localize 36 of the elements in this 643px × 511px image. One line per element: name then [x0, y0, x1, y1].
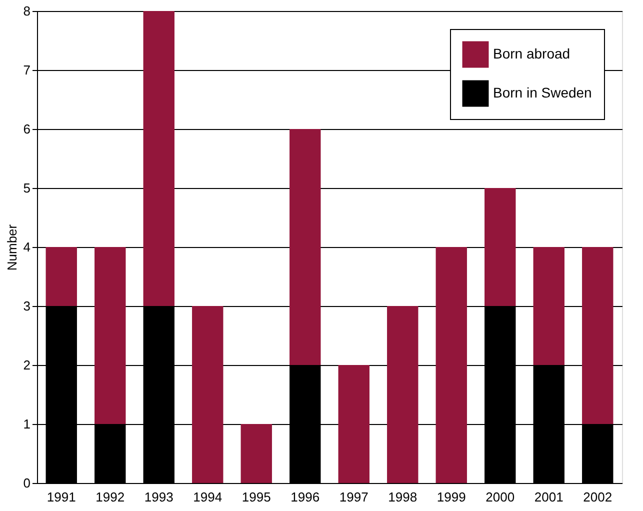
x-tick-label: 2001: [534, 490, 564, 504]
x-tick-label: 1998: [388, 490, 418, 504]
x-tick-label: 1995: [242, 490, 271, 504]
y-tick-label: 2: [23, 358, 30, 372]
bar: [484, 188, 516, 306]
bar: [240, 424, 272, 483]
x-tick-label: 1999: [436, 490, 466, 504]
x-tick-label: 1994: [193, 490, 222, 504]
legend-label: Born abroad: [493, 46, 570, 62]
y-tick-label: 0: [23, 476, 30, 490]
bar: [582, 247, 614, 424]
y-tick-label: 6: [23, 122, 30, 136]
x-tick-label: 1996: [290, 490, 320, 504]
legend-label: Born in Sweden: [493, 84, 592, 100]
bar: [46, 247, 77, 306]
x-tick-label: 2002: [583, 490, 612, 504]
y-tick-label: 1: [23, 416, 30, 432]
bar: [436, 247, 467, 483]
x-tick-label: 1991: [46, 490, 76, 504]
bar: [143, 11, 174, 306]
y-tick-label: 3: [23, 298, 30, 314]
bar: [533, 247, 564, 365]
y-tick-label: 4: [23, 240, 30, 254]
x-tick-label: 1992: [96, 490, 125, 504]
x-tick-label: 2000: [486, 490, 515, 504]
y-axis-title: Number: [4, 224, 20, 271]
bar: [290, 129, 321, 365]
x-tick-label: 1997: [339, 490, 368, 504]
y-tick-label: 7: [23, 62, 30, 78]
bar: [94, 247, 126, 424]
bar: [387, 306, 418, 483]
bar: [192, 306, 224, 483]
y-tick-label: 8: [23, 4, 30, 18]
bar: [338, 365, 370, 483]
y-tick-label: 5: [23, 180, 30, 196]
x-tick-label: 1993: [144, 490, 174, 504]
